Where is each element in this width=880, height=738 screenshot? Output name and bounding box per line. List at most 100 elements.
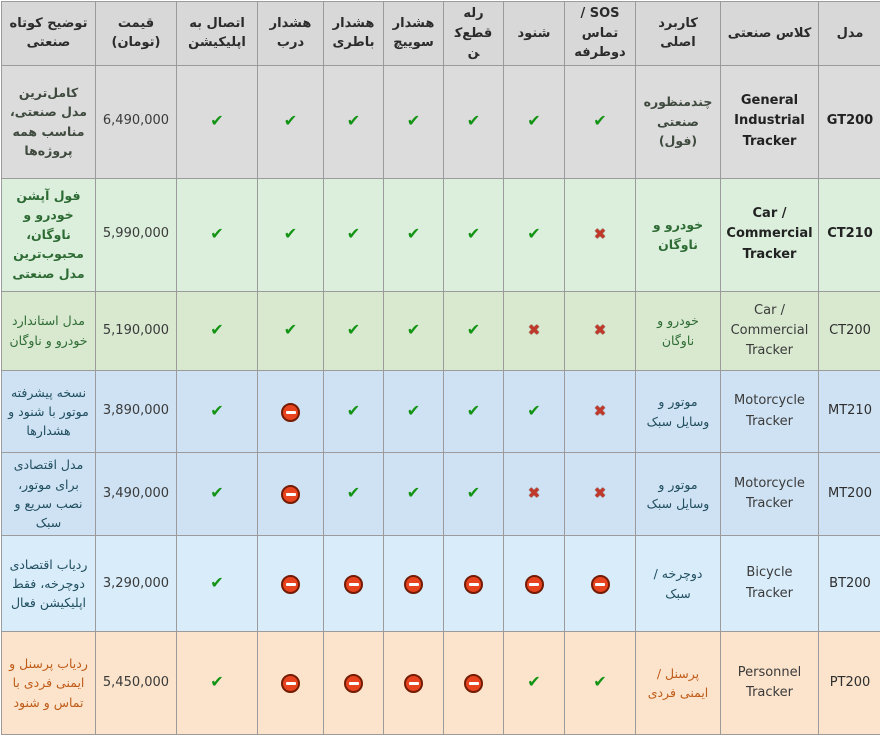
check-icon: ✔ — [283, 110, 298, 130]
cell-switch_alarm-MT210: ✔ — [383, 370, 444, 453]
cell-app-BT200: ✔ — [176, 535, 258, 632]
column-header-battery_alarm: هشدار باطری — [323, 1, 384, 66]
check-icon: ✔ — [346, 483, 361, 503]
cross-icon: ✖ — [527, 484, 541, 503]
cell-battery_alarm-MT200: ✔ — [323, 451, 384, 537]
minus-icon — [464, 574, 483, 594]
check-icon: ✔ — [346, 110, 361, 130]
cell-sos-MT210: ✖ — [564, 370, 636, 453]
check-icon: ✔ — [406, 320, 421, 340]
cell-switch_alarm-GT200: ✔ — [383, 64, 444, 179]
cell-app-CT210: ✔ — [176, 177, 258, 292]
cell-model-GT200: GT200 — [818, 64, 880, 179]
cell-switch_alarm-PT200 — [383, 631, 444, 735]
cell-sos-CT210: ✖ — [564, 177, 636, 292]
check-icon: ✔ — [406, 223, 421, 243]
minus-icon — [404, 574, 423, 594]
cell-listen-CT210: ✔ — [503, 177, 565, 292]
cell-sos-BT200 — [564, 535, 636, 632]
minus-icon — [464, 674, 483, 693]
check-icon: ✔ — [527, 223, 541, 243]
cell-class-PT200: Personnel Tracker — [720, 631, 819, 735]
cell-desc-MT210: نسخه پیشرفته موتور با شنود و هشدارها — [1, 370, 96, 453]
cell-door_alarm-MT200 — [257, 451, 324, 537]
cell-door_alarm-CT210: ✔ — [257, 177, 324, 292]
cell-door_alarm-MT210 — [257, 370, 324, 453]
cell-battery_alarm-MT210: ✔ — [323, 370, 384, 453]
cell-sos-MT200: ✖ — [564, 451, 636, 537]
cell-desc-PT200: ردیاب پرسنل و ایمنی فردی با تماس و شنود — [1, 631, 96, 735]
cross-icon: ✖ — [593, 484, 607, 503]
header-row: مدل کلاس صنعتی کاربرد اصلی SOS / تماس دوطرف… — [1, 1, 880, 66]
cell-relay-PT200 — [443, 631, 504, 735]
minus-icon — [524, 574, 544, 594]
minus-icon — [404, 674, 423, 693]
cell-battery_alarm-CT200: ✔ — [323, 290, 384, 372]
cell-model-BT200: BT200 — [818, 535, 880, 632]
check-icon: ✔ — [527, 400, 541, 420]
cell-app-CT200: ✔ — [176, 290, 258, 372]
cell-door_alarm-CT200: ✔ — [257, 290, 324, 372]
cell-usage-CT200: خودرو و ناوگان — [635, 290, 721, 372]
cell-listen-BT200 — [503, 535, 565, 632]
check-icon: ✔ — [346, 320, 361, 340]
check-icon: ✔ — [283, 320, 298, 340]
cell-usage-CT210: خودرو و ناوگان — [635, 177, 721, 292]
cell-class-CT210: Car / Commercial Tracker — [720, 177, 819, 292]
minus-icon — [281, 574, 300, 594]
cell-usage-MT200: موتور و وسایل سبک — [635, 451, 721, 537]
cell-battery_alarm-PT200 — [323, 631, 384, 735]
check-icon: ✔ — [210, 320, 224, 340]
cell-app-GT200: ✔ — [176, 64, 258, 179]
check-icon: ✔ — [346, 400, 361, 420]
cell-battery_alarm-GT200: ✔ — [323, 64, 384, 179]
column-header-price: قیمت (تومان) — [95, 1, 177, 66]
cell-class-MT200: Motorcycle Tracker — [720, 451, 819, 537]
column-header-app: اتصال به اپلیکیشن — [176, 1, 258, 66]
cell-desc-GT200: کامل‌ترین مدل صنعتی، مناسب همه پروژه‌ها — [1, 64, 96, 179]
table-row-PT200: PT200 Personnel Tracker پرسنل / ایمنی فردی… — [1, 631, 880, 735]
column-header-desc: توضیح کوتاه صنعتی — [1, 1, 96, 66]
cell-price-MT210: 3,890,000 — [95, 370, 177, 453]
table-row-BT200: BT200 Bicycle Tracker دوچرخه / سبک ✔ 3,290,0… — [1, 535, 880, 632]
cell-model-MT200: MT200 — [818, 451, 880, 537]
cell-relay-GT200: ✔ — [443, 64, 504, 179]
check-icon: ✔ — [210, 483, 224, 503]
cell-model-MT210: MT210 — [818, 370, 880, 453]
check-icon: ✔ — [210, 672, 224, 692]
cell-sos-CT200: ✖ — [564, 290, 636, 372]
cell-switch_alarm-MT200: ✔ — [383, 451, 444, 537]
cell-relay-MT200: ✔ — [443, 451, 504, 537]
cell-price-PT200: 5,450,000 — [95, 631, 177, 735]
cell-app-MT210: ✔ — [176, 370, 258, 453]
check-icon: ✔ — [466, 110, 481, 130]
cell-usage-GT200: چندمنظوره صنعتی (فول) — [635, 64, 721, 179]
check-icon: ✔ — [210, 223, 224, 243]
check-icon: ✔ — [466, 320, 481, 340]
cell-sos-PT200: ✔ — [564, 631, 636, 735]
check-icon: ✔ — [346, 223, 361, 243]
cell-class-BT200: Bicycle Tracker — [720, 535, 819, 632]
check-icon: ✔ — [406, 483, 421, 503]
cell-listen-MT210: ✔ — [503, 370, 565, 453]
cell-model-PT200: PT200 — [818, 631, 880, 735]
minus-icon — [344, 674, 363, 693]
cell-listen-MT200: ✖ — [503, 451, 565, 537]
check-icon: ✔ — [593, 672, 607, 692]
cell-relay-MT210: ✔ — [443, 370, 504, 453]
cross-icon: ✖ — [527, 321, 541, 340]
column-header-class: کلاس صنعتی — [720, 1, 819, 66]
table-row-CT200: CT200 Car / Commercial Tracker خودرو و ناو… — [1, 290, 880, 372]
table-row-MT200: MT200 Motorcycle Tracker موتور و وسایل سبک… — [1, 451, 880, 537]
check-icon: ✔ — [283, 223, 298, 243]
column-header-listen: شنود — [503, 1, 565, 66]
column-header-door_alarm: هشدار درب — [257, 1, 324, 66]
cross-icon: ✖ — [593, 224, 607, 243]
cell-switch_alarm-CT200: ✔ — [383, 290, 444, 372]
cell-price-CT210: 5,990,000 — [95, 177, 177, 292]
table-row-CT210: CT210 Car / Commercial Tracker خودرو و ناو… — [1, 177, 880, 292]
check-icon: ✔ — [466, 223, 481, 243]
cell-class-MT210: Motorcycle Tracker — [720, 370, 819, 453]
